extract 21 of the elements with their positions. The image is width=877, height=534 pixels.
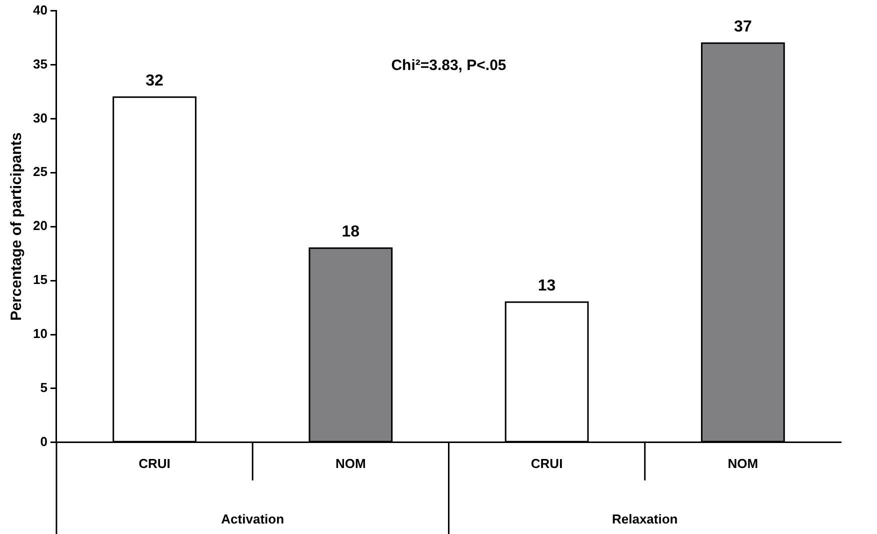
x-tick-label: NOM [728, 456, 758, 471]
y-tick-label: 5 [40, 380, 48, 396]
y-tick-label: 15 [32, 272, 48, 288]
annotation: Chi²=3.83, P<.05 [391, 56, 506, 74]
x-tick-label: CRUI [138, 456, 170, 471]
text: Relaxation [612, 512, 678, 527]
y-tick-label: 25 [32, 164, 48, 180]
y-axis-title: Percentage of participants [8, 132, 26, 321]
y-tick-label: 20 [32, 218, 48, 234]
y-tick-label: 30 [32, 110, 48, 126]
data-label: 32 [146, 72, 164, 90]
text: Activation [221, 512, 284, 527]
x-tick-label: CRUI [530, 456, 563, 471]
data-label: 18 [342, 224, 360, 241]
y-tick-label: 35 [32, 56, 48, 72]
y-tick-label: 40 [32, 2, 48, 18]
data-label: 13 [538, 278, 556, 295]
y-tick-label: 0 [40, 434, 48, 449]
x-tick-label: NOM [335, 456, 366, 471]
y-tick-label: 10 [32, 326, 48, 342]
data-label: 37 [734, 18, 752, 36]
